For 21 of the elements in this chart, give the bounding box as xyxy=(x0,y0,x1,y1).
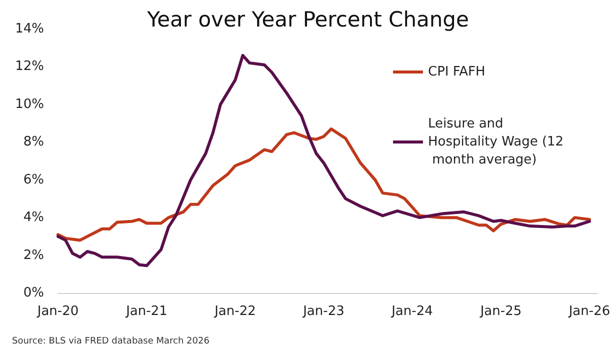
x-tick-label: Jan-20 xyxy=(36,304,79,319)
x-tick-label: Jan-26 xyxy=(568,304,610,319)
y-tick-label: 0% xyxy=(23,286,44,300)
y-tick-label: 8% xyxy=(23,134,44,150)
y-tick-label: 10% xyxy=(15,96,44,112)
line-series xyxy=(56,127,591,242)
x-tick-label: Jan-25 xyxy=(479,304,522,319)
x-tick-label: Jan-21 xyxy=(125,304,168,319)
x-tick-label: Jan-24 xyxy=(390,304,433,319)
y-tick-label: 2% xyxy=(23,248,44,263)
y-tick-label: 12% xyxy=(15,59,44,74)
x-tick-label: Jan-22 xyxy=(214,304,256,319)
y-tick-label: 14% xyxy=(15,22,44,36)
line-series xyxy=(56,54,591,268)
y-tick-label: 6% xyxy=(23,172,44,188)
legend-label: Leisure and Hospitality Wage (12 month average) xyxy=(428,116,564,168)
x-tick-label: Jan-23 xyxy=(302,304,344,319)
y-tick-label: 4% xyxy=(23,210,44,226)
chart-title: Year over Year Percent Change xyxy=(146,8,469,32)
source-note: Source: BLS via FRED database March 2026 xyxy=(12,336,210,346)
legend-label: CPI FAFH xyxy=(428,64,486,80)
